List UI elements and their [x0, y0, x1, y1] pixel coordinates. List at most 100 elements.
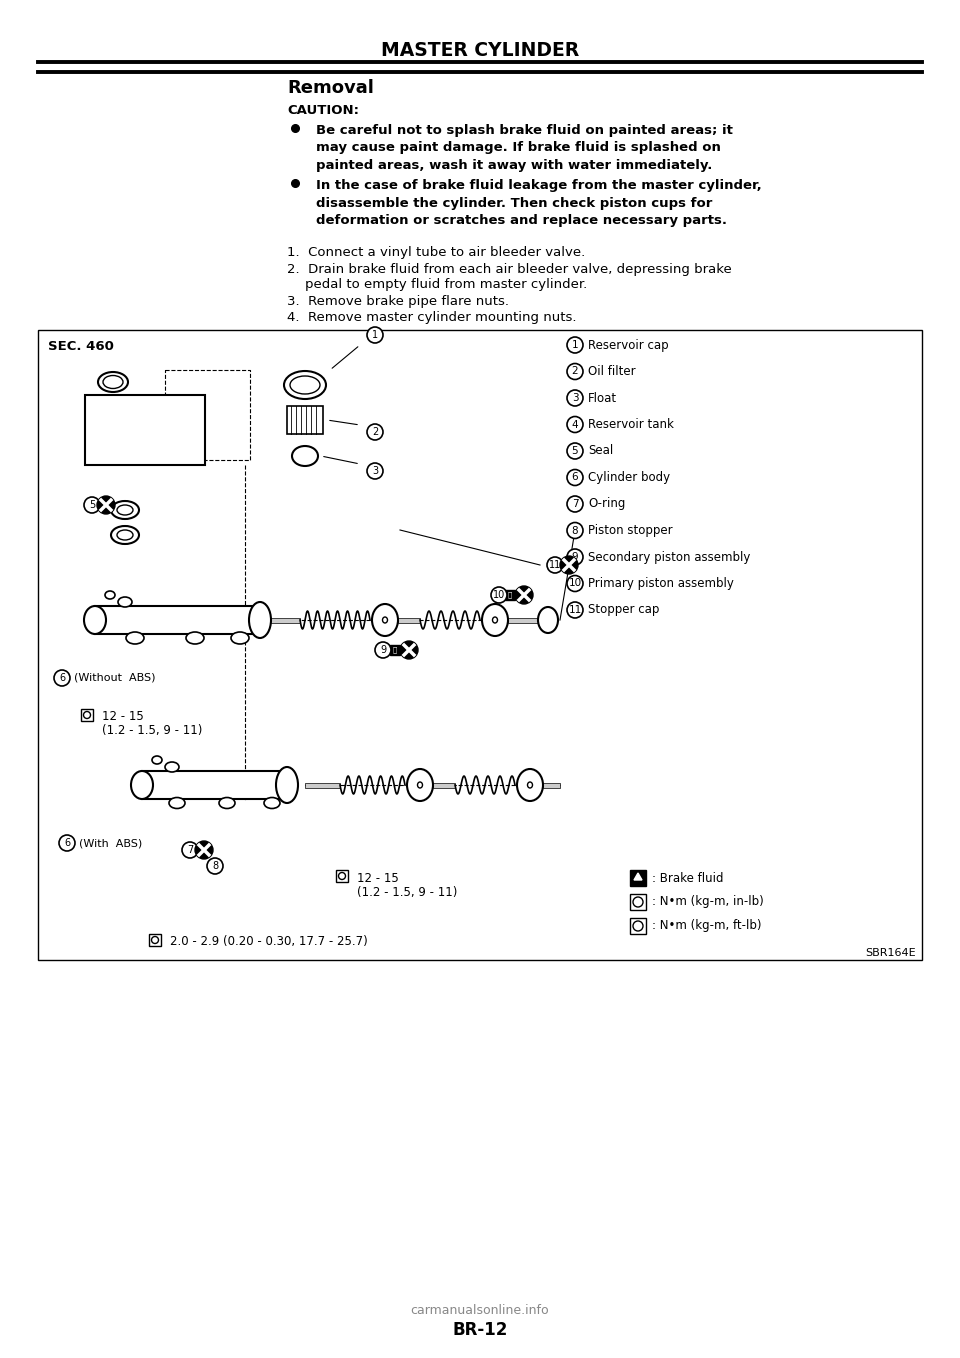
Circle shape [84, 497, 100, 513]
Text: 3: 3 [572, 392, 578, 403]
Circle shape [567, 443, 583, 459]
Circle shape [567, 549, 583, 565]
Text: Float: Float [588, 391, 617, 405]
Ellipse shape [290, 376, 320, 394]
Circle shape [567, 576, 583, 592]
Ellipse shape [249, 602, 271, 638]
Ellipse shape [407, 769, 433, 801]
Text: 1: 1 [372, 330, 378, 340]
Text: CAUTION:: CAUTION: [287, 103, 359, 117]
Circle shape [339, 872, 346, 880]
Bar [433, 782, 455, 788]
Circle shape [182, 842, 198, 858]
Text: 10: 10 [568, 579, 582, 588]
Circle shape [367, 327, 383, 344]
Text: Stopper cap: Stopper cap [588, 603, 660, 617]
Bar [630, 870, 646, 885]
Text: pedal to empty fluid from master cylinder.: pedal to empty fluid from master cylinde… [305, 278, 588, 291]
Bar [336, 870, 348, 881]
Circle shape [97, 496, 115, 513]
Bar [81, 709, 93, 721]
Circle shape [567, 523, 583, 539]
Text: 2.  Drain brake fluid from each air bleeder valve, depressing brake: 2. Drain brake fluid from each air bleed… [287, 263, 732, 276]
Text: 3.  Remove brake pipe flare nuts.: 3. Remove brake pipe flare nuts. [287, 295, 509, 308]
Text: Removal: Removal [287, 79, 373, 96]
Text: (Without  ABS): (Without ABS) [74, 674, 156, 683]
Ellipse shape [103, 376, 123, 388]
Ellipse shape [165, 762, 179, 771]
Text: 🔷: 🔷 [508, 592, 512, 599]
Text: In the case of brake fluid leakage from the master cylinder,
disassemble the cyl: In the case of brake fluid leakage from … [316, 179, 761, 227]
Bar [390, 645, 400, 656]
Text: SBR164E: SBR164E [865, 948, 916, 957]
Text: 2: 2 [372, 426, 378, 437]
Circle shape [491, 587, 507, 603]
Text: MASTER CYLINDER: MASTER CYLINDER [381, 41, 579, 60]
Ellipse shape [186, 631, 204, 644]
Text: 2: 2 [572, 367, 578, 376]
Text: O-ring: O-ring [588, 497, 625, 511]
Text: 5: 5 [572, 445, 578, 456]
Bar [38, 330, 922, 960]
Ellipse shape [169, 797, 185, 808]
Circle shape [547, 557, 563, 573]
Ellipse shape [118, 598, 132, 607]
Circle shape [567, 417, 583, 432]
Ellipse shape [131, 771, 153, 799]
Text: carmanualsonline.info: carmanualsonline.info [411, 1304, 549, 1316]
Ellipse shape [292, 445, 318, 466]
Text: : N•m (kg-m, ft‑lb): : N•m (kg-m, ft‑lb) [652, 919, 761, 933]
Circle shape [567, 390, 583, 406]
Circle shape [567, 337, 583, 353]
Text: Secondary piston assembly: Secondary piston assembly [588, 550, 751, 564]
Text: 12 - 15: 12 - 15 [357, 872, 398, 885]
Text: : N•m (kg-m, in‑lb): : N•m (kg-m, in‑lb) [652, 895, 764, 909]
Ellipse shape [284, 371, 326, 399]
Text: Seal: Seal [588, 444, 613, 458]
Text: 🔷: 🔷 [393, 646, 397, 653]
Bar [505, 589, 516, 600]
Ellipse shape [372, 604, 398, 636]
Ellipse shape [98, 372, 128, 392]
Ellipse shape [527, 782, 533, 788]
Ellipse shape [117, 530, 133, 540]
Ellipse shape [231, 631, 249, 644]
Text: 7: 7 [187, 845, 193, 856]
Circle shape [367, 463, 383, 479]
Text: : Brake fluid: : Brake fluid [652, 872, 724, 884]
Text: (1.2 - 1.5, 9 - 11): (1.2 - 1.5, 9 - 11) [102, 724, 203, 737]
Text: Primary piston assembly: Primary piston assembly [588, 577, 733, 589]
Text: 6: 6 [572, 473, 578, 482]
Text: 7: 7 [572, 498, 578, 509]
Text: (With  ABS): (With ABS) [79, 838, 142, 847]
Circle shape [567, 364, 583, 379]
Text: 8: 8 [212, 861, 218, 870]
Circle shape [367, 424, 383, 440]
Circle shape [375, 642, 391, 659]
Ellipse shape [492, 617, 497, 623]
Circle shape [567, 496, 583, 512]
Ellipse shape [219, 797, 235, 808]
Circle shape [515, 587, 533, 604]
Bar [149, 934, 161, 947]
Bar [142, 771, 287, 799]
Circle shape [567, 602, 583, 618]
Text: Reservoir cap: Reservoir cap [588, 338, 668, 352]
Ellipse shape [276, 767, 298, 803]
Text: 4.  Remove master cylinder mounting nuts.: 4. Remove master cylinder mounting nuts. [287, 311, 577, 325]
Circle shape [195, 841, 213, 860]
Text: (1.2 - 1.5, 9 - 11): (1.2 - 1.5, 9 - 11) [357, 885, 457, 899]
Ellipse shape [117, 505, 133, 515]
Ellipse shape [382, 617, 388, 623]
Text: 2.0 - 2.9 (0.20 - 0.30, 17.7 - 25.7): 2.0 - 2.9 (0.20 - 0.30, 17.7 - 25.7) [170, 936, 368, 948]
Circle shape [54, 669, 70, 686]
Text: Oil filter: Oil filter [588, 365, 636, 378]
Circle shape [207, 858, 223, 875]
Bar [398, 618, 420, 622]
Text: Cylinder body: Cylinder body [588, 471, 670, 483]
Text: 9: 9 [380, 645, 386, 655]
Text: 4: 4 [572, 420, 578, 429]
Text: BR-12: BR-12 [452, 1321, 508, 1339]
Circle shape [152, 937, 158, 944]
Ellipse shape [111, 526, 139, 545]
